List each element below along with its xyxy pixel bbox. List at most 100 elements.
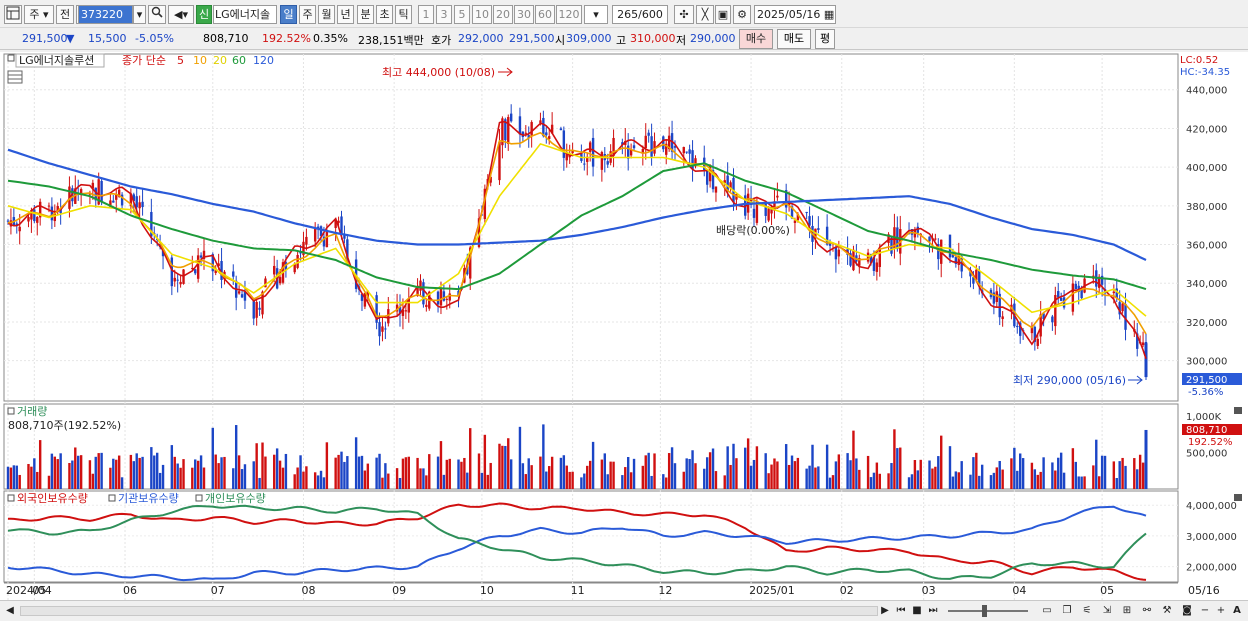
volume-close-icon[interactable] (1234, 407, 1242, 414)
tab-daily[interactable]: 일 (280, 5, 297, 24)
volume-bar (53, 456, 57, 489)
stock-code-input[interactable]: 373220 (78, 5, 133, 24)
chart-type-icon[interactable]: ▭ (1042, 605, 1052, 616)
period-dropdown[interactable]: 주 ▾ (24, 5, 54, 24)
scroll-right-icon[interactable]: ▶ (881, 605, 889, 616)
volume-bar (626, 457, 630, 489)
volume-bar (381, 477, 384, 489)
interval-3[interactable]: 3 (436, 5, 452, 24)
prev-button[interactable]: 전 (56, 5, 74, 24)
holding-layer (7, 502, 1147, 582)
speaker-icon[interactable]: ◀▾ (168, 5, 194, 24)
font-size-icon[interactable]: A (1233, 605, 1241, 616)
candle-body (688, 149, 691, 154)
zoom-slider-handle[interactable] (982, 605, 987, 617)
candle-body (524, 132, 528, 134)
tab-minute[interactable]: 분 (357, 5, 374, 24)
ma-legend-10[interactable]: 10 (193, 54, 207, 67)
zoom-slider[interactable] (948, 610, 1028, 612)
volume-bar (764, 453, 767, 489)
volume-bar (509, 459, 513, 489)
panel-toggle-icon[interactable] (7, 54, 15, 62)
tool-icon[interactable]: ⚒ (1162, 605, 1172, 616)
candle-body (866, 252, 870, 262)
volume-y-tick: 1,000K (1186, 412, 1222, 423)
table-icon[interactable] (7, 70, 23, 84)
interval-120[interactable]: 120 (556, 5, 582, 24)
volume-bar (609, 461, 612, 489)
shrink-icon[interactable]: ⇲ (1102, 605, 1112, 616)
holding-close-icon[interactable] (1234, 494, 1242, 501)
layout-icon[interactable] (4, 5, 22, 24)
crosshair-icon[interactable]: ✣ (674, 5, 694, 24)
link-icon[interactable]: ⚯ (1142, 605, 1152, 616)
buy-button[interactable]: 매수 (739, 29, 773, 49)
chart-area[interactable]: 440,000 420,000 400,000 380,000 360,000 340,0… (0, 52, 1248, 600)
volume-bar (337, 454, 340, 489)
save-icon[interactable]: ▣ (715, 5, 731, 24)
interval-1[interactable]: 1 (418, 5, 434, 24)
candle-body (448, 293, 451, 301)
date-field[interactable]: 2025/05/16 ▦ (754, 5, 836, 24)
volume-bar (343, 461, 346, 489)
gear-icon[interactable]: ⚙ (733, 5, 751, 24)
ma-legend-20[interactable]: 20 (213, 54, 227, 67)
sell-button[interactable]: 매도 (777, 29, 811, 49)
candle-body (191, 267, 194, 269)
interval-20[interactable]: 20 (493, 5, 513, 24)
holding-toggle-icon[interactable] (195, 494, 203, 502)
draw-tool-icon[interactable]: ╳ (696, 5, 714, 24)
candle-body (346, 239, 349, 266)
search-icon[interactable] (148, 5, 166, 24)
ma-legend-60[interactable]: 60 (232, 54, 246, 67)
calendar-icon[interactable]: ▦ (823, 8, 835, 21)
eval-button[interactable]: 평 (815, 29, 835, 49)
holding-legend-foreign[interactable]: 외국인보유수량 (17, 492, 88, 505)
interval-30[interactable]: 30 (514, 5, 534, 24)
tab-tick[interactable]: 틱 (395, 5, 412, 24)
grid-icon[interactable]: ⊞ (1122, 605, 1132, 616)
interval-10[interactable]: 10 (472, 5, 492, 24)
price-y-tick: 380,000 (1186, 202, 1227, 213)
holding-legend-institution[interactable]: 기관보유수량 (118, 492, 179, 505)
candle-body (425, 304, 428, 307)
volume-bar (79, 455, 83, 489)
tab-yearly[interactable]: 년 (337, 5, 354, 24)
volume-toggle-icon[interactable] (7, 407, 15, 415)
volume-bar (913, 460, 917, 489)
main-toolbar: 주 ▾ 전 373220 ▾ ◀▾ 신 LG에너지솔 일 주 월 년 분 초 틱… (0, 0, 1248, 28)
ma-legend-5[interactable]: 5 (177, 54, 184, 67)
volume-bar (530, 465, 533, 489)
ma-legend-120[interactable]: 120 (253, 54, 274, 67)
stock-name-field[interactable]: LG에너지솔 (213, 5, 277, 24)
interval-custom[interactable]: ▾ (584, 5, 608, 24)
holding-toggle-icon[interactable] (108, 494, 116, 502)
tab-second[interactable]: 초 (376, 5, 393, 24)
interval-60[interactable]: 60 (535, 5, 555, 24)
holding-legend-individual[interactable]: 개인보유수량 (205, 492, 266, 505)
copy-icon[interactable]: ❐ (1062, 605, 1072, 616)
last-page-icon[interactable]: ⏭ (928, 605, 938, 616)
zoom-in-icon[interactable]: + (1216, 605, 1226, 616)
candle-body (378, 322, 381, 337)
count-field[interactable]: 265/600 (612, 5, 668, 24)
last-volume-tag (1182, 424, 1242, 435)
stop-icon[interactable]: ■ (912, 605, 922, 616)
candle-body (653, 141, 656, 154)
candle-body (422, 282, 425, 305)
quote-low-label: 저 (676, 34, 687, 47)
tab-monthly[interactable]: 월 (318, 5, 335, 24)
tab-weekly[interactable]: 주 (299, 5, 316, 24)
horizontal-scrollbar[interactable] (20, 606, 878, 616)
candle-body (626, 145, 630, 159)
zoom-out-icon[interactable]: − (1200, 605, 1210, 616)
interval-5[interactable]: 5 (454, 5, 470, 24)
scroll-left-icon[interactable]: ◀ (6, 605, 14, 616)
chart-svg[interactable]: 440,000 420,000 400,000 380,000 360,000 340,0… (0, 52, 1248, 600)
candle-body (261, 291, 264, 315)
indicator-icon[interactable]: ⚟ (1082, 605, 1092, 616)
holding-toggle-icon[interactable] (7, 494, 15, 502)
code-dropdown-arrow[interactable]: ▾ (133, 5, 146, 24)
camera-icon[interactable]: ◙ (1182, 605, 1192, 616)
first-page-icon[interactable]: ⏮ (896, 605, 906, 616)
